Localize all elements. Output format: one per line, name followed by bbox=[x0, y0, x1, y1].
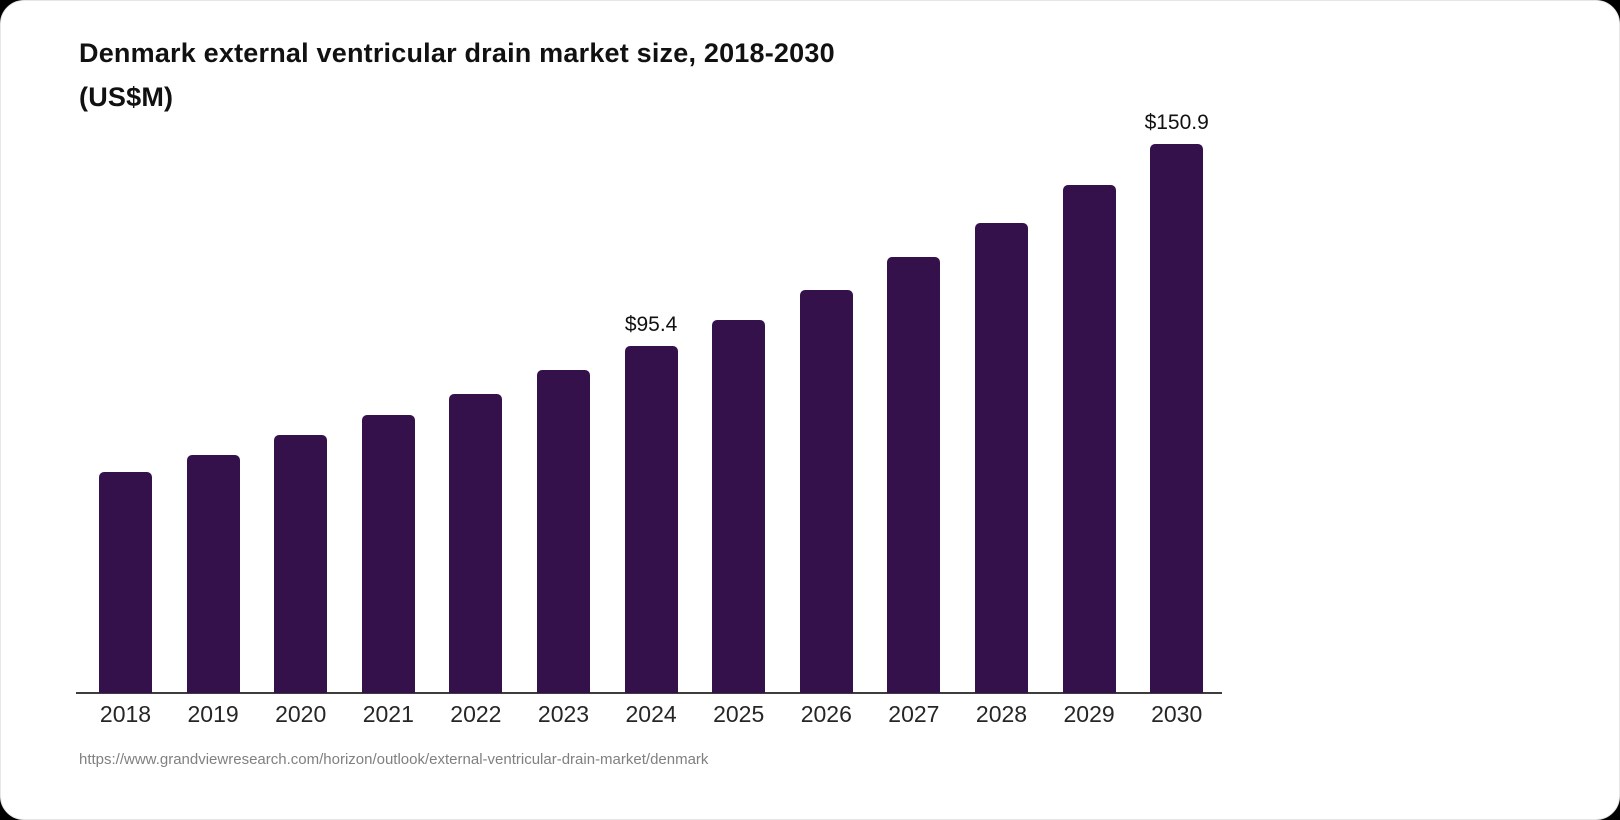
bar-2029[interactable] bbox=[1062, 184, 1116, 693]
bar-2021[interactable] bbox=[361, 415, 415, 693]
bar-value-label-2030: $150.9 bbox=[1144, 110, 1209, 134]
bar-2020[interactable] bbox=[274, 434, 328, 693]
bar-2023[interactable] bbox=[537, 370, 590, 693]
x-tick-2030: 2030 bbox=[1151, 701, 1203, 727]
source-url: https://www.grandviewresearch.com/horizo… bbox=[79, 751, 709, 768]
bar-2028[interactable] bbox=[975, 223, 1028, 693]
bar-2022[interactable] bbox=[449, 394, 503, 693]
bar-2030[interactable] bbox=[1150, 143, 1204, 693]
x-tick-2025: 2025 bbox=[713, 701, 765, 727]
bar-2025[interactable] bbox=[712, 319, 766, 693]
chart-title: Denmark external ventricular drain marke… bbox=[79, 31, 1179, 119]
x-axis-line bbox=[76, 692, 1222, 694]
x-tick-2024: 2024 bbox=[625, 701, 677, 727]
x-tick-2021: 2021 bbox=[362, 701, 414, 727]
bar-value-label-2024: $95.4 bbox=[624, 312, 678, 336]
x-tick-2020: 2020 bbox=[275, 701, 327, 727]
x-tick-2023: 2023 bbox=[537, 701, 590, 727]
chart-title-line1: Denmark external ventricular drain marke… bbox=[79, 38, 835, 68]
x-tick-2028: 2028 bbox=[975, 701, 1028, 727]
bar-2024[interactable] bbox=[624, 345, 678, 693]
x-tick-2022: 2022 bbox=[450, 701, 502, 727]
x-tick-2019: 2019 bbox=[187, 701, 239, 727]
bar-2027[interactable] bbox=[887, 257, 941, 693]
chart-title-line2: (US$M) bbox=[79, 82, 174, 112]
bar-2026[interactable] bbox=[799, 289, 853, 693]
x-tick-2027: 2027 bbox=[888, 701, 940, 727]
x-tick-2029: 2029 bbox=[1063, 701, 1115, 727]
bar-2018[interactable] bbox=[99, 472, 152, 693]
bar-2019[interactable] bbox=[186, 454, 240, 693]
x-tick-2026: 2026 bbox=[800, 701, 852, 727]
x-tick-2018: 2018 bbox=[99, 701, 152, 727]
